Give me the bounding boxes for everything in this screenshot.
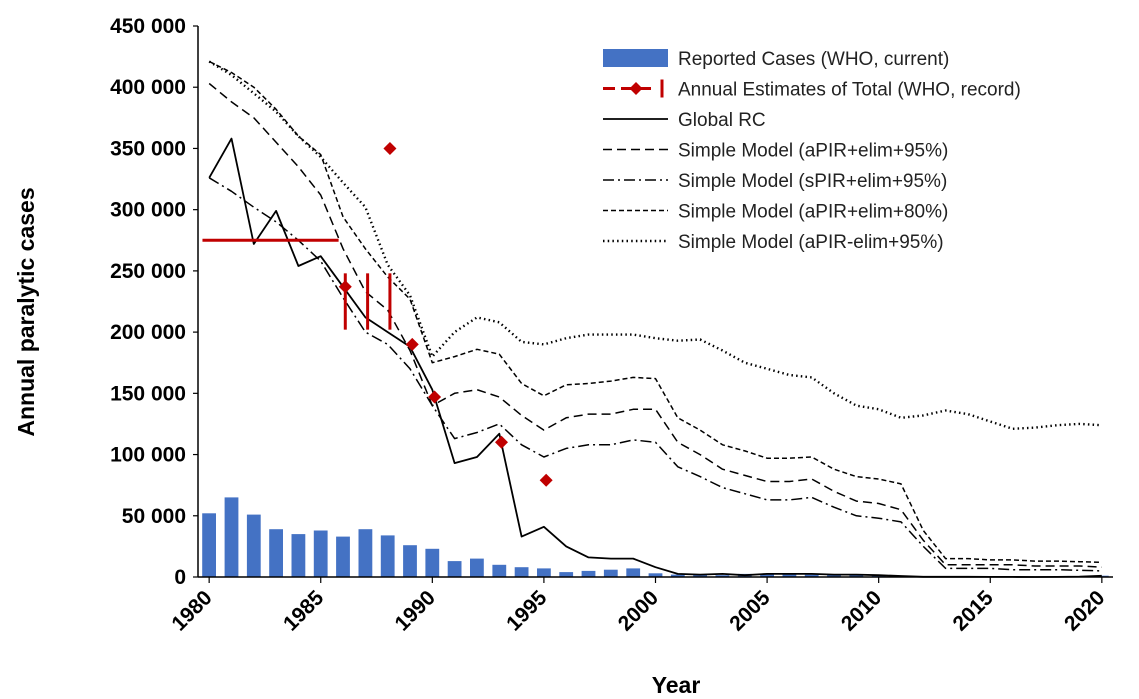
legend-label: Simple Model (aPIR-elim+95%) <box>678 232 944 253</box>
estimate-point <box>338 280 352 294</box>
reported-cases-bar <box>782 573 797 577</box>
y-tick-label: 150 000 <box>110 382 186 405</box>
y-tick-label: 50 000 <box>122 505 186 528</box>
reported-cases-bar <box>760 573 774 577</box>
reported-cases-bar <box>380 535 395 577</box>
reported-cases-bar <box>537 568 551 577</box>
reported-cases-bar <box>336 536 350 577</box>
reported-cases-bar <box>514 567 529 577</box>
legend-swatch-reported <box>603 49 668 67</box>
y-tick-label: 300 000 <box>110 199 186 222</box>
x-tick-label: 2005 <box>725 586 775 636</box>
y-tick-label: 200 000 <box>110 321 186 344</box>
reported-cases-bar <box>849 575 864 577</box>
x-axis-title: Year <box>652 672 701 698</box>
y-tick-label: 250 000 <box>110 260 186 283</box>
reported-cases-bar <box>693 574 707 577</box>
series-line-spir95 <box>208 177 1102 572</box>
reported-cases-bar <box>470 558 484 577</box>
estimate-point <box>495 435 509 449</box>
reported-cases-bar <box>358 529 373 577</box>
reported-cases-bar <box>202 513 216 577</box>
series-line-apir95 <box>208 82 1102 568</box>
x-tick-label: 1995 <box>502 586 552 636</box>
reported-cases-bar <box>581 570 596 577</box>
reported-cases-bar <box>425 548 440 577</box>
reported-cases-bar <box>291 534 306 577</box>
y-tick-label: 100 000 <box>110 444 186 467</box>
x-tick-label: 2010 <box>837 586 886 635</box>
estimate-point <box>428 390 442 404</box>
y-tick-labels: 0 50 000 100 000 150 000 200 000 250 000 300 0… <box>110 15 198 589</box>
x-tick-label: 2020 <box>1060 586 1109 635</box>
x-tick-labels: 1980 1985 1990 1995 2000 2005 2010 2015 2020 <box>167 577 1109 636</box>
estimate-point <box>405 337 419 351</box>
reported-cases-bar <box>559 572 574 577</box>
legend: Reported Cases (WHO, current) Annual Esti… <box>603 49 1021 253</box>
x-tick-label: 1990 <box>391 586 440 635</box>
reported-cases-bar <box>224 497 239 577</box>
series-line-apir-noelim95 <box>208 60 1102 430</box>
y-tick-label: 450 000 <box>110 15 186 38</box>
reported-cases-bar <box>670 574 685 577</box>
y-tick-label: 0 <box>174 566 186 589</box>
reported-cases-bar <box>827 574 841 577</box>
y-tick-label: 350 000 <box>110 137 186 160</box>
estimate-point <box>383 141 397 155</box>
x-tick-label: 1985 <box>279 586 329 636</box>
x-tick-label: 2000 <box>614 586 663 635</box>
y-axis-title: Annual paralytic cases <box>13 187 39 436</box>
series-line-apir80 <box>208 60 1102 564</box>
legend-swatch-estimates-diamond <box>629 82 643 95</box>
reported-cases-bar <box>246 514 261 577</box>
legend-label: Simple Model (aPIR+elim+80%) <box>678 202 948 223</box>
reported-cases-bars <box>202 497 1109 577</box>
who-estimates <box>202 141 553 487</box>
model-lines <box>208 60 1102 578</box>
legend-label: Reported Cases (WHO, current) <box>678 49 949 70</box>
reported-cases-bar <box>403 545 417 577</box>
legend-label: Annual Estimates of Total (WHO, record) <box>678 80 1021 101</box>
estimate-point <box>539 473 553 487</box>
reported-cases-bar <box>804 574 819 577</box>
x-tick-label: 2015 <box>948 586 998 636</box>
legend-label: Simple Model (aPIR+elim+95%) <box>678 141 948 162</box>
x-tick-label: 1980 <box>167 586 216 635</box>
reported-cases-bar <box>603 569 618 577</box>
reported-cases-bar <box>715 575 730 577</box>
reported-cases-bar <box>313 530 328 577</box>
legend-label: Global RC <box>678 110 766 131</box>
legend-label: Simple Model (sPIR+elim+95%) <box>678 171 947 192</box>
reported-cases-bar <box>269 529 283 577</box>
y-tick-label: 400 000 <box>110 76 186 99</box>
reported-cases-bar <box>871 575 886 577</box>
reported-cases-bar <box>492 564 507 577</box>
series-line-global-rc <box>208 137 1102 578</box>
reported-cases-bar <box>648 573 663 577</box>
reported-cases-bar <box>626 568 641 577</box>
reported-cases-bar <box>447 561 462 577</box>
axes <box>197 26 1113 578</box>
